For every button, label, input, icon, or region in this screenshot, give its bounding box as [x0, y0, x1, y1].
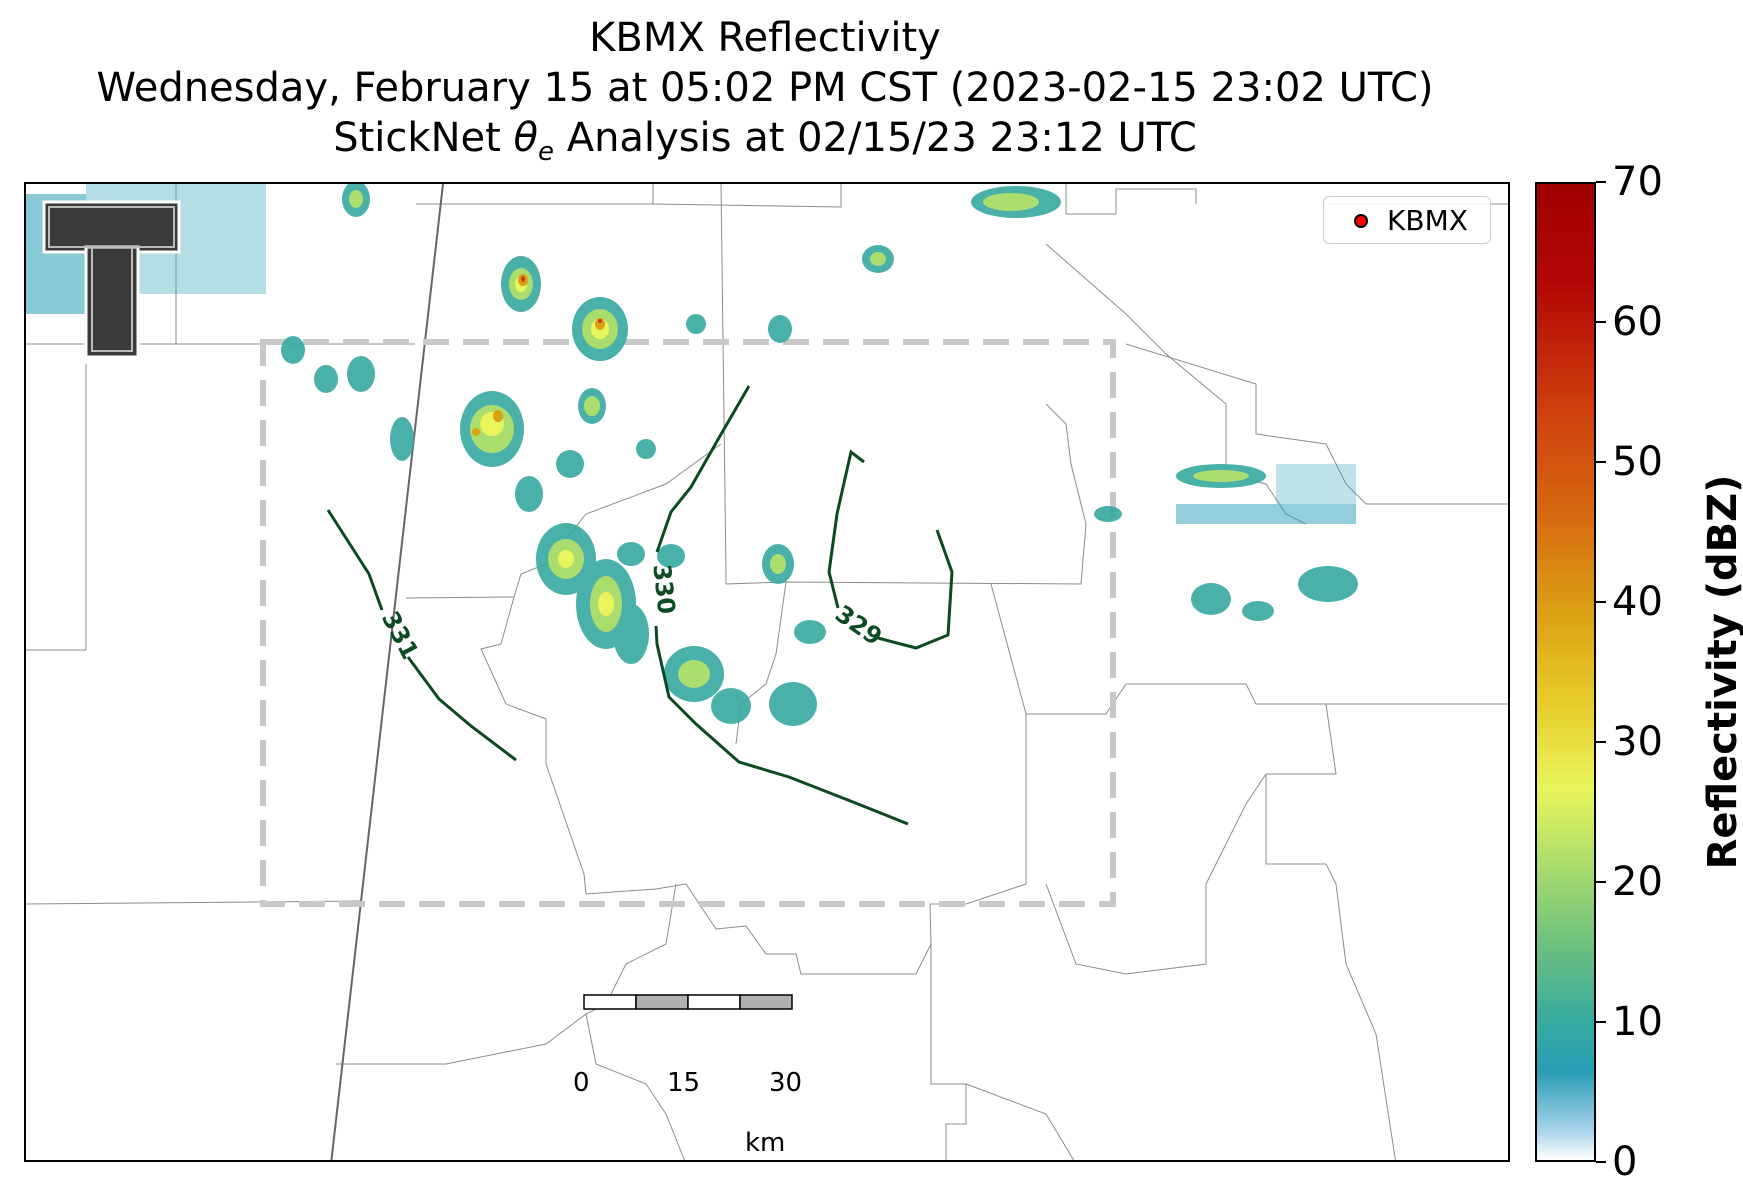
colorbar-tick-mark — [1596, 601, 1606, 603]
legend-label: KBMX — [1387, 204, 1468, 237]
scale-tick-30: 30 — [769, 1068, 803, 1098]
contour-330 — [654, 385, 909, 826]
contour-329 — [827, 449, 954, 650]
colorbar-tick-label: 60 — [1612, 299, 1663, 345]
reflectivity-echoes — [26, 184, 1358, 726]
contour-label-331: 331 — [376, 607, 424, 664]
colorbar-tick-label: 40 — [1612, 579, 1663, 625]
state-boundary — [330, 184, 444, 1160]
texas-tech-logo — [42, 200, 181, 359]
colorbar-tick-label: 70 — [1612, 159, 1663, 205]
map-canvas: 331 330 329 — [26, 184, 1508, 1160]
colorbar-tick-label: 30 — [1612, 719, 1663, 765]
colorbar-tick-mark — [1596, 1021, 1606, 1023]
colorbar-tick-label: 0 — [1612, 1139, 1638, 1185]
colorbar-tick-mark — [1596, 1161, 1606, 1163]
analysis-domain-box — [260, 339, 1116, 907]
colorbar-tick-mark — [1596, 461, 1606, 463]
colorbar-label: Reflectivity (dBZ) — [1700, 474, 1743, 870]
scale-tick-15: 15 — [667, 1068, 701, 1098]
colorbar-tick-label: 10 — [1612, 999, 1663, 1045]
contour-label-330: 330 — [647, 563, 680, 616]
colorbar-tick-mark — [1596, 181, 1606, 183]
scale-bar — [583, 994, 793, 1010]
colorbar-tick-label: 50 — [1612, 439, 1663, 485]
scale-tick-0: 0 — [573, 1068, 590, 1098]
scale-unit: km — [745, 1128, 786, 1158]
title-line-2: Wednesday, February 15 at 05:02 PM CST (… — [96, 65, 1434, 111]
colorbar-tick-mark — [1596, 881, 1606, 883]
county-boundaries — [26, 184, 1508, 1160]
colorbar — [1535, 182, 1596, 1162]
title-line-1: KBMX Reflectivity — [589, 15, 941, 61]
colorbar-tick-mark — [1596, 321, 1606, 323]
colorbar-tick-mark — [1596, 741, 1606, 743]
radar-map[interactable]: 331 330 329 — [24, 182, 1510, 1162]
theta-e-contours — [326, 385, 954, 826]
title-line-3: StickNet θe Analysis at 02/15/23 23:12 U… — [333, 115, 1197, 167]
contour-331 — [326, 509, 517, 762]
legend: KBMX — [1323, 196, 1491, 244]
radar-site-marker — [1354, 214, 1368, 228]
colorbar-tick-label: 20 — [1612, 859, 1663, 905]
